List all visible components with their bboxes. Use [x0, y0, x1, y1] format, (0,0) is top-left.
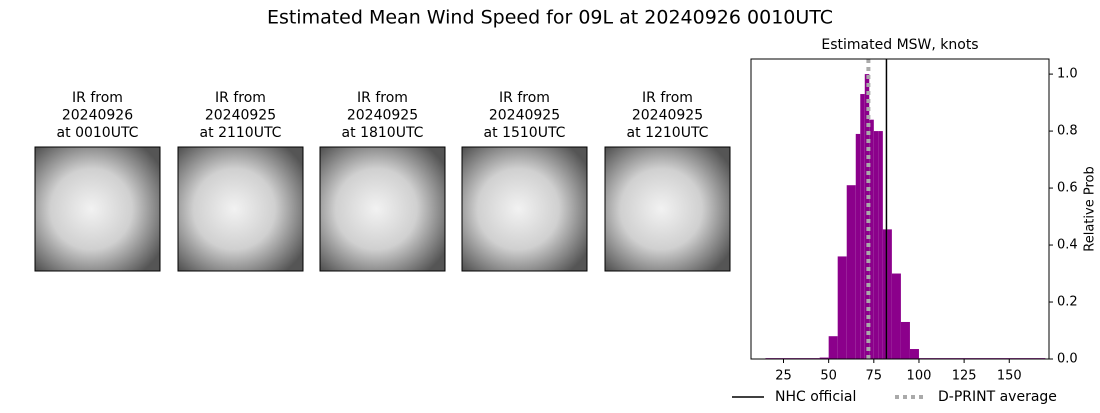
- x-tick-label: 100: [907, 369, 932, 384]
- bar: [837, 256, 847, 359]
- ir-image: [34, 146, 161, 272]
- y-tick-label: 0.0: [1057, 352, 1078, 367]
- bar: [828, 336, 838, 359]
- bar: [873, 131, 879, 359]
- y-tick-label: 0.6: [1057, 181, 1078, 196]
- y-tick-label: 0.8: [1057, 124, 1078, 139]
- legend-label: NHC official: [775, 389, 856, 405]
- ir-image: [319, 146, 446, 272]
- bar: [887, 229, 892, 359]
- figure-title: Estimated Mean Wind Speed for 09L at 202…: [267, 7, 833, 29]
- x-tick-label: 125: [952, 369, 977, 384]
- bar: [882, 229, 888, 359]
- panel-caption: IR from: [642, 90, 693, 106]
- legend-label: D-PRINT average: [938, 389, 1057, 405]
- y-tick-label: 0.2: [1057, 295, 1078, 310]
- panel-caption: at 2110UTC: [200, 125, 282, 141]
- bar: [869, 119, 874, 359]
- panel-caption: IR from: [357, 90, 408, 106]
- bar: [860, 94, 865, 360]
- panel-caption: at 1810UTC: [342, 125, 424, 141]
- x-tick-label: 25: [775, 369, 792, 384]
- y-axis-label: Relative Prob: [1083, 166, 1098, 251]
- x-tick-label: 150: [997, 369, 1022, 384]
- ir-image: [177, 146, 304, 272]
- panel-caption: at 0010UTC: [57, 125, 139, 141]
- ir-image: [461, 146, 588, 272]
- x-tick-label: 75: [866, 369, 883, 384]
- panel-caption: 20240925: [347, 108, 418, 124]
- bar: [900, 321, 910, 359]
- chart-title: Estimated MSW, knots: [821, 37, 978, 53]
- panel-caption: at 1210UTC: [627, 125, 709, 141]
- bar: [891, 273, 901, 359]
- x-tick-label: 50: [820, 369, 837, 384]
- bar: [846, 185, 856, 359]
- y-tick-label: 1.0: [1057, 67, 1078, 82]
- panel-caption: 20240925: [489, 108, 560, 124]
- ir-image: [604, 146, 731, 272]
- panel-caption: IR from: [72, 90, 123, 106]
- bar: [864, 74, 870, 359]
- bar: [855, 133, 861, 359]
- panel-caption: 20240925: [632, 108, 703, 124]
- y-tick-label: 0.4: [1057, 238, 1078, 253]
- bar: [819, 357, 829, 359]
- bar: [878, 131, 883, 359]
- panel-caption: IR from: [499, 90, 550, 106]
- panel-caption: at 1510UTC: [484, 125, 566, 141]
- plot-frame: [750, 58, 1050, 360]
- panel-caption: IR from: [215, 90, 266, 106]
- bar: [909, 349, 919, 359]
- panel-caption: 20240925: [205, 108, 276, 124]
- panel-caption: 20240926: [62, 108, 133, 124]
